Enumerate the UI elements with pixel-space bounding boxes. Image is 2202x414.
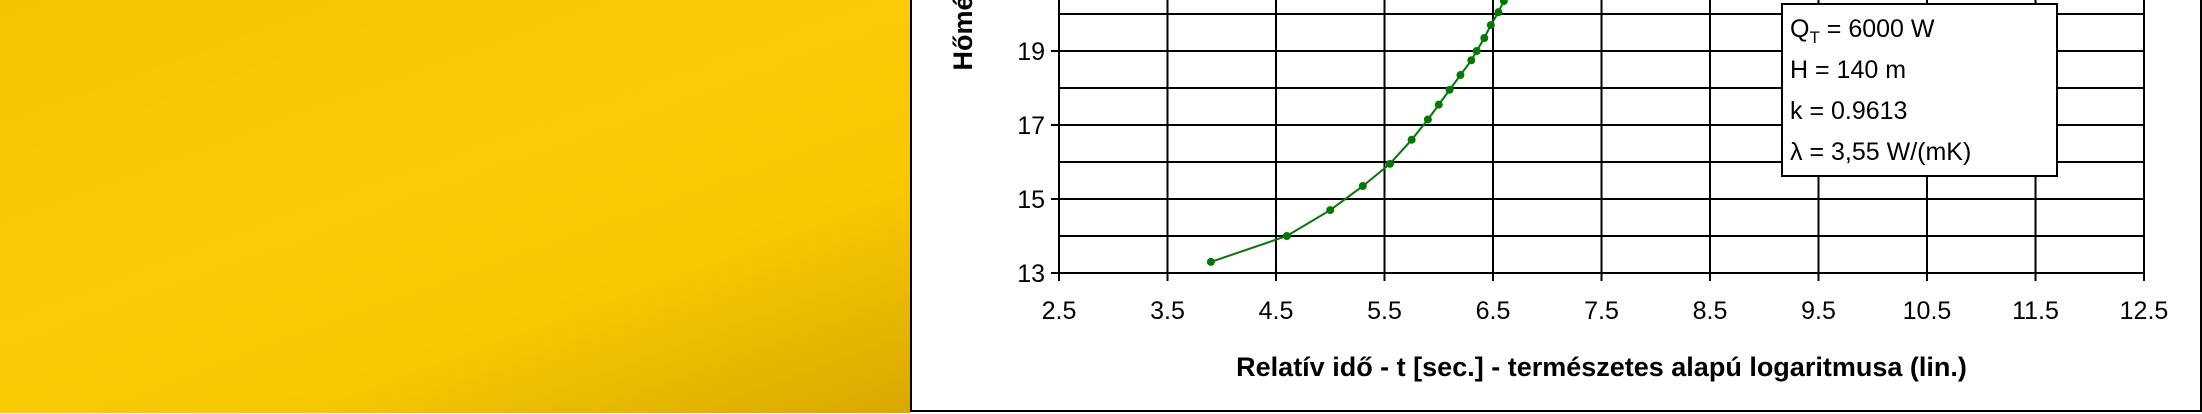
data-point bbox=[1486, 21, 1495, 30]
data-point bbox=[1282, 232, 1291, 240]
series-group bbox=[1206, 0, 1508, 266]
data-point bbox=[1358, 182, 1367, 191]
chart-frame: 2.5 3.5 4.5 5.5 6.5 7.5 8.5 9.5 10.5 11.5 12.5 13 15… bbox=[910, 0, 2202, 412]
x-tick-label: 4.5 bbox=[1259, 297, 1294, 325]
annotation-box: QT = 6000 W H = 140 m k = 0.9613 λ = 3,5… bbox=[1781, 3, 2058, 177]
data-point bbox=[1407, 135, 1416, 144]
yellow-panel bbox=[0, 0, 910, 413]
data-point bbox=[1467, 56, 1476, 65]
x-tick-label: 11.5 bbox=[2012, 297, 2059, 325]
y-tick-label: 17 bbox=[1017, 112, 1045, 140]
data-point bbox=[1206, 257, 1215, 266]
x-tick-label: 3.5 bbox=[1150, 297, 1185, 325]
x-tick-label: 9.5 bbox=[1801, 297, 1836, 325]
x-tick-label: 10.5 bbox=[1903, 297, 1952, 325]
data-point bbox=[1472, 47, 1481, 55]
data-point bbox=[1456, 71, 1465, 80]
y-tick-label: 19 bbox=[1017, 38, 1045, 66]
ticks: 2.5 3.5 4.5 5.5 6.5 7.5 8.5 9.5 10.5 11.5 12.5 13 15… bbox=[1017, 38, 2169, 325]
x-tick-label: 8.5 bbox=[1693, 297, 1728, 325]
data-point bbox=[1445, 85, 1454, 94]
annotation-q: Q bbox=[1790, 15, 1809, 43]
grid bbox=[1058, 0, 2145, 274]
x-tick-label: 5.5 bbox=[1367, 297, 1402, 325]
y-tick-label: 15 bbox=[1017, 186, 1045, 214]
annotation-q-value: = 6000 W bbox=[1820, 15, 1935, 43]
data-point bbox=[1499, 0, 1508, 6]
series-line bbox=[1210, 0, 1506, 263]
data-point bbox=[1423, 115, 1432, 124]
data-point bbox=[1434, 100, 1443, 109]
y-axis-label: Hőmé bbox=[948, 0, 978, 71]
data-point bbox=[1326, 206, 1335, 215]
annotation-frame bbox=[1781, 3, 2058, 177]
chart-svg: 2.5 3.5 4.5 5.5 6.5 7.5 8.5 9.5 10.5 11.5 12.5 13 15… bbox=[948, 0, 2169, 382]
annotation-lambda-line: λ = 3,55 W/(mK) bbox=[1790, 138, 1971, 166]
y-tick-label: 13 bbox=[1017, 260, 1045, 288]
annotation-q-line: QT = 6000 W bbox=[1790, 15, 1935, 47]
x-tick-label: 12.5 bbox=[2120, 297, 2169, 325]
annotation-q-sub: T bbox=[1809, 28, 1819, 47]
data-point bbox=[1494, 8, 1503, 17]
x-tick-label: 6.5 bbox=[1476, 297, 1511, 325]
data-point bbox=[1385, 159, 1394, 168]
annotation-k-line: k = 0.9613 bbox=[1790, 97, 1907, 125]
data-point bbox=[1480, 34, 1489, 43]
x-axis-label: Relatív idő - t [sec.] - természetes ala… bbox=[1236, 352, 1967, 382]
x-tick-label: 7.5 bbox=[1584, 297, 1619, 325]
x-tick-label: 2.5 bbox=[1042, 297, 1077, 325]
annotation-h-line: H = 140 m bbox=[1790, 56, 1906, 84]
